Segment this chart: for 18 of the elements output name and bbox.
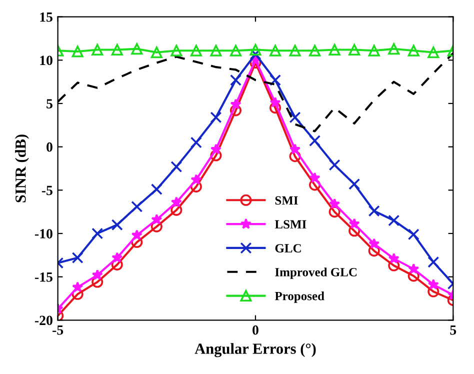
- legend-label: GLC: [275, 244, 301, 252]
- y-tick-label: 0: [46, 142, 52, 152]
- legend-label: Proposed: [274, 291, 324, 303]
- y-tick-label: 5: [46, 99, 52, 108]
- x-tick-label: 0: [252, 325, 258, 335]
- x-axis-title: Angular Errors (°): [194, 343, 316, 358]
- y-tick-label: 10: [40, 56, 52, 66]
- y-tick-label: -5: [42, 186, 52, 196]
- x-tick-label: 5: [450, 326, 456, 335]
- legend-label: SMI: [275, 196, 298, 205]
- y-tick-label: -15: [34, 272, 52, 282]
- y-tick-label: 15: [40, 12, 52, 22]
- legend-label: Improved GLC: [275, 268, 357, 279]
- y-tick-label: -20: [34, 316, 52, 326]
- y-axis-title: SINR (dB): [15, 134, 29, 202]
- y-tick-label: -10: [34, 229, 52, 238]
- legend-label: LSMI: [274, 220, 306, 229]
- x-tick-label: -5: [52, 326, 64, 335]
